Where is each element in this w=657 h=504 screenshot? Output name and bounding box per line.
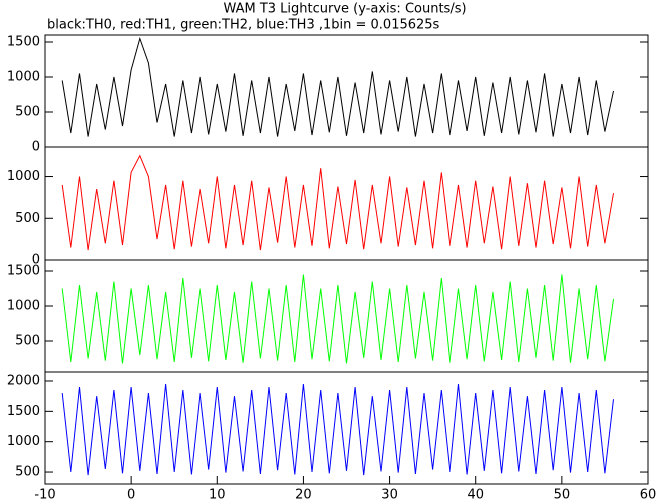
y-tick-label: 500 xyxy=(15,333,40,348)
y-tick-label: 2000 xyxy=(7,373,40,388)
y-tick-label: 500 xyxy=(15,465,40,480)
y-tick-label: 1000 xyxy=(7,70,40,85)
y-tick-label: 1500 xyxy=(7,404,40,419)
y-tick-label: 1500 xyxy=(7,35,40,50)
y-tick-label: 500 xyxy=(15,105,40,120)
light-curve xyxy=(61,383,614,476)
y-tick-label: 1500 xyxy=(7,263,40,278)
light-curve xyxy=(61,154,614,251)
chart-subtitle: black:TH0, red:TH1, green:TH2, blue:TH3 … xyxy=(47,18,440,33)
panel-frame xyxy=(44,34,649,148)
y-tick-label: 1000 xyxy=(7,169,40,184)
x-tick-label: 10 xyxy=(209,488,226,503)
x-tick-label: 40 xyxy=(467,488,484,503)
x-tick-label: 50 xyxy=(554,488,571,503)
y-tick-label: 500 xyxy=(15,211,40,226)
panel-frame xyxy=(44,371,649,485)
y-tick-label: 0 xyxy=(32,140,40,155)
y-tick-label: 1000 xyxy=(7,434,40,449)
y-tick-label: 1000 xyxy=(7,298,40,313)
x-tick-label: 60 xyxy=(640,488,657,503)
x-tick-label: 0 xyxy=(127,488,135,503)
y-tick-label: 0 xyxy=(32,253,40,268)
x-tick-label: 20 xyxy=(295,488,312,503)
light-curve xyxy=(61,36,614,137)
x-tick-label: -10 xyxy=(34,488,55,503)
chart-title: WAM T3 Lightcurve (y-axis: Counts/s) xyxy=(223,2,466,17)
light-curve xyxy=(61,274,614,364)
x-tick-label: 30 xyxy=(381,488,398,503)
